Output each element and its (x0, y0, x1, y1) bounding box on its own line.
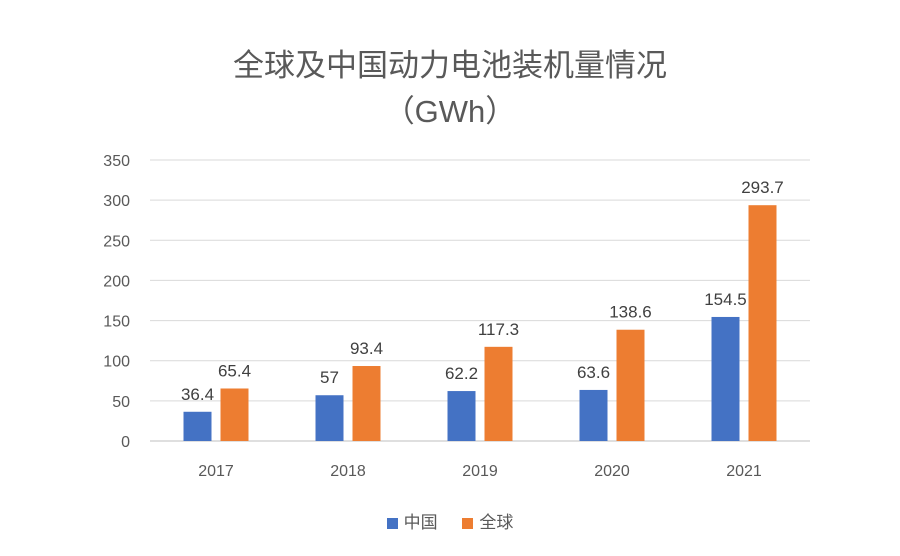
legend: 中国 全球 (0, 508, 900, 533)
y-tick-label: 100 (103, 354, 130, 371)
bar-global (616, 329, 645, 441)
bar-china (447, 391, 476, 441)
bar-china (315, 395, 344, 441)
legend-swatch (386, 518, 398, 529)
legend-label: 全球 (479, 513, 514, 532)
y-tick-label: 200 (103, 273, 130, 290)
y-tick-label: 0 (121, 434, 130, 451)
y-tick-label: 250 (103, 233, 130, 250)
legend-swatch (462, 518, 474, 529)
bar-china (183, 411, 212, 441)
chart-subtitle: （GWh） (383, 94, 517, 129)
data-label: 154.5 (704, 290, 747, 309)
data-label: 63.6 (577, 363, 610, 382)
x-tick-label: 2021 (726, 463, 762, 480)
x-tick-label: 2017 (198, 463, 234, 480)
x-tick-label: 2019 (462, 463, 498, 480)
bar-china (579, 389, 608, 441)
data-label: 93.4 (350, 339, 383, 358)
bar-china (711, 316, 740, 441)
bar-global (484, 346, 513, 441)
x-tick-label: 2018 (330, 463, 366, 480)
legend-item-china: 中国 (386, 513, 438, 532)
data-label: 36.4 (181, 385, 214, 404)
bar-global (352, 366, 381, 441)
y-tick-label: 150 (103, 314, 130, 331)
legend-label: 中国 (403, 513, 438, 532)
data-label: 57 (320, 368, 339, 387)
y-tick-label: 300 (103, 193, 130, 210)
y-tick-label: 50 (112, 394, 130, 411)
legend-item-global: 全球 (462, 513, 513, 532)
data-label: 62.2 (445, 364, 478, 383)
data-label: 65.4 (218, 361, 251, 380)
y-tick-label: 350 (103, 153, 130, 170)
x-tick-label: 2020 (594, 463, 630, 480)
chart-title: 全球及中国动力电池装机量情况 (233, 48, 667, 83)
data-label: 138.6 (609, 303, 652, 322)
bar-global (220, 388, 249, 441)
bar-global (748, 205, 777, 441)
data-label: 117.3 (478, 320, 519, 339)
data-label: 293.7 (741, 178, 784, 197)
